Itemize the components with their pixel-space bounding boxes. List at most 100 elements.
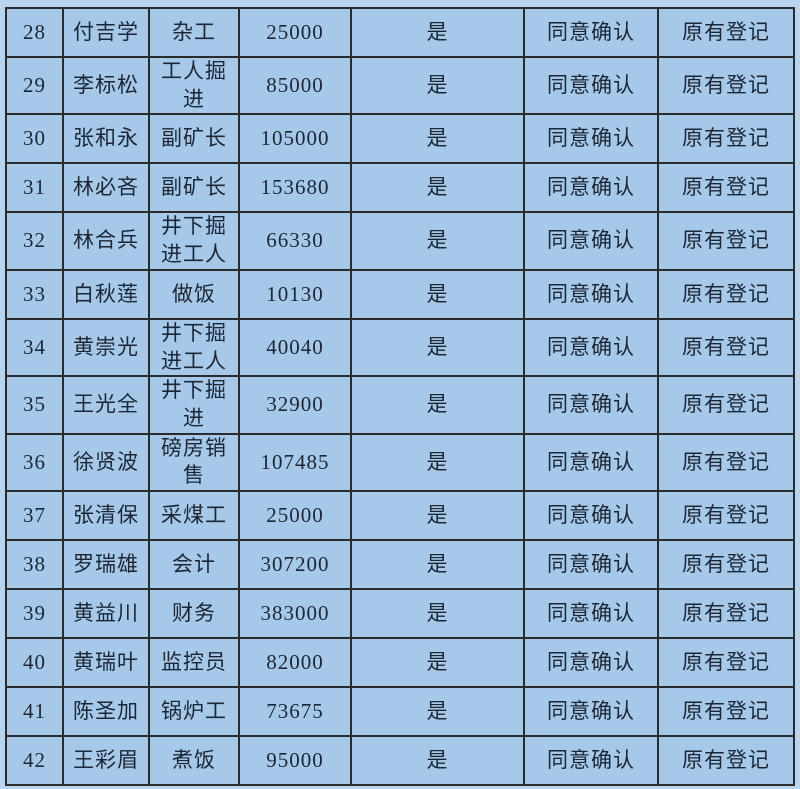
- cell-confirm_status: 同意确认: [523, 268, 659, 320]
- cell-amount: 73675: [238, 686, 352, 738]
- cell-registration: 原有登记: [657, 268, 795, 320]
- cell-confirm_yes: 是: [350, 375, 525, 435]
- cell-confirm_yes: 是: [350, 735, 525, 787]
- cell-name: 黄崇光: [62, 317, 150, 378]
- cell-index: 33: [5, 268, 64, 320]
- cell-confirm_status: 同意确认: [523, 539, 659, 591]
- cell-amount: 105000: [238, 113, 352, 165]
- cell-index: 30: [5, 113, 64, 165]
- table-row: 30 张和永 副矿长 105000 是同意确认 原有登记: [5, 113, 795, 165]
- cell-job: 井下掘进工人: [148, 211, 240, 271]
- cell-name: 林合兵: [62, 211, 150, 271]
- cell-index: 28: [5, 7, 64, 58]
- cell-registration: 原有登记: [657, 490, 795, 542]
- cell-job: 磅房销售: [148, 432, 240, 493]
- table-row: 35 王光全 井下掘进 32900 是同意确认 原有登记: [5, 375, 795, 435]
- table-row: 41 陈圣加 锅炉工 73675 是同意确认 原有登记: [5, 686, 795, 738]
- table-row: 37 张清保 采煤工 25000 是同意确认 原有登记: [5, 490, 795, 542]
- cell-amount: 153680: [238, 162, 352, 214]
- table-row: 42 王彩眉 煮饭 95000 是同意确认 原有登记: [5, 735, 795, 787]
- cell-index: 36: [5, 432, 64, 493]
- table-container: 28 付吉学 杂工 25000 是同意确认 原有登记 29 李标松 工人掘进 85000 是同意确认…: [5, 7, 795, 787]
- cell-confirm_yes: 是: [350, 113, 525, 165]
- table-row: 31 林必吝 副矿长 153680 是同意确认 原有登记: [5, 162, 795, 214]
- cell-confirm_yes: 是: [350, 432, 525, 493]
- cell-index: 35: [5, 375, 64, 435]
- table-row: 28 付吉学 杂工 25000 是同意确认 原有登记: [5, 7, 795, 58]
- cell-index: 40: [5, 637, 64, 689]
- cell-confirm_yes: 是: [350, 55, 525, 116]
- table-row: 38 罗瑞雄 会计 307200 是同意确认 原有登记: [5, 539, 795, 591]
- cell-name: 王光全: [62, 375, 150, 435]
- cell-job: 财务: [148, 588, 240, 640]
- cell-amount: 85000: [238, 55, 352, 116]
- cell-registration: 原有登记: [657, 113, 795, 165]
- cell-confirm_status: 同意确认: [523, 735, 659, 787]
- cell-confirm_yes: 是: [350, 588, 525, 640]
- cell-confirm_yes: 是: [350, 539, 525, 591]
- cell-confirm_status: 同意确认: [523, 637, 659, 689]
- cell-amount: 25000: [238, 490, 352, 542]
- cell-name: 徐贤波: [62, 432, 150, 493]
- cell-name: 林必吝: [62, 162, 150, 214]
- cell-job: 副矿长: [148, 162, 240, 214]
- cell-confirm_yes: 是: [350, 490, 525, 542]
- cell-confirm_status: 同意确认: [523, 162, 659, 214]
- cell-amount: 107485: [238, 432, 352, 493]
- cell-amount: 66330: [238, 211, 352, 271]
- cell-name: 王彩眉: [62, 735, 150, 787]
- cell-name: 张和永: [62, 113, 150, 165]
- table-row: 40 黄瑞叶 监控员 82000 是同意确认 原有登记: [5, 637, 795, 689]
- cell-confirm_status: 同意确认: [523, 588, 659, 640]
- cell-confirm_status: 同意确认: [523, 317, 659, 378]
- cell-amount: 95000: [238, 735, 352, 787]
- cell-registration: 原有登记: [657, 7, 795, 58]
- cell-registration: 原有登记: [657, 637, 795, 689]
- cell-registration: 原有登记: [657, 686, 795, 738]
- cell-registration: 原有登记: [657, 735, 795, 787]
- cell-confirm_yes: 是: [350, 162, 525, 214]
- cell-amount: 32900: [238, 375, 352, 435]
- cell-amount: 25000: [238, 7, 352, 58]
- table-row: 29 李标松 工人掘进 85000 是同意确认 原有登记: [5, 55, 795, 116]
- cell-registration: 原有登记: [657, 432, 795, 493]
- cell-confirm_yes: 是: [350, 211, 525, 271]
- cell-job: 监控员: [148, 637, 240, 689]
- cell-name: 黄益川: [62, 588, 150, 640]
- cell-index: 32: [5, 211, 64, 271]
- table-row: 39 黄益川 财务 383000 是同意确认 原有登记: [5, 588, 795, 640]
- cell-amount: 383000: [238, 588, 352, 640]
- cell-registration: 原有登记: [657, 211, 795, 271]
- table-row: 34 黄崇光 井下掘进工人 40040 是同意确认 原有登记: [5, 317, 795, 378]
- cell-registration: 原有登记: [657, 539, 795, 591]
- cell-name: 白秋莲: [62, 268, 150, 320]
- cell-job: 工人掘进: [148, 55, 240, 116]
- cell-job: 采煤工: [148, 490, 240, 542]
- cell-index: 31: [5, 162, 64, 214]
- cell-index: 41: [5, 686, 64, 738]
- cell-confirm_yes: 是: [350, 686, 525, 738]
- cell-amount: 10130: [238, 268, 352, 320]
- cell-index: 37: [5, 490, 64, 542]
- cell-index: 34: [5, 317, 64, 378]
- cell-name: 黄瑞叶: [62, 637, 150, 689]
- cell-registration: 原有登记: [657, 317, 795, 378]
- cell-name: 张清保: [62, 490, 150, 542]
- cell-confirm_yes: 是: [350, 268, 525, 320]
- cell-job: 井下掘进工人: [148, 317, 240, 378]
- cell-confirm_status: 同意确认: [523, 113, 659, 165]
- table-row: 33 白秋莲 做饭 10130 是同意确认 原有登记: [5, 268, 795, 320]
- cell-amount: 82000: [238, 637, 352, 689]
- cell-registration: 原有登记: [657, 162, 795, 214]
- cell-confirm_yes: 是: [350, 317, 525, 378]
- cell-confirm_yes: 是: [350, 7, 525, 58]
- cell-confirm_status: 同意确认: [523, 211, 659, 271]
- cell-confirm_status: 同意确认: [523, 55, 659, 116]
- cell-confirm_status: 同意确认: [523, 686, 659, 738]
- cell-registration: 原有登记: [657, 55, 795, 116]
- cell-confirm_yes: 是: [350, 637, 525, 689]
- cell-confirm_status: 同意确认: [523, 490, 659, 542]
- cell-registration: 原有登记: [657, 588, 795, 640]
- cell-confirm_status: 同意确认: [523, 432, 659, 493]
- cell-name: 李标松: [62, 55, 150, 116]
